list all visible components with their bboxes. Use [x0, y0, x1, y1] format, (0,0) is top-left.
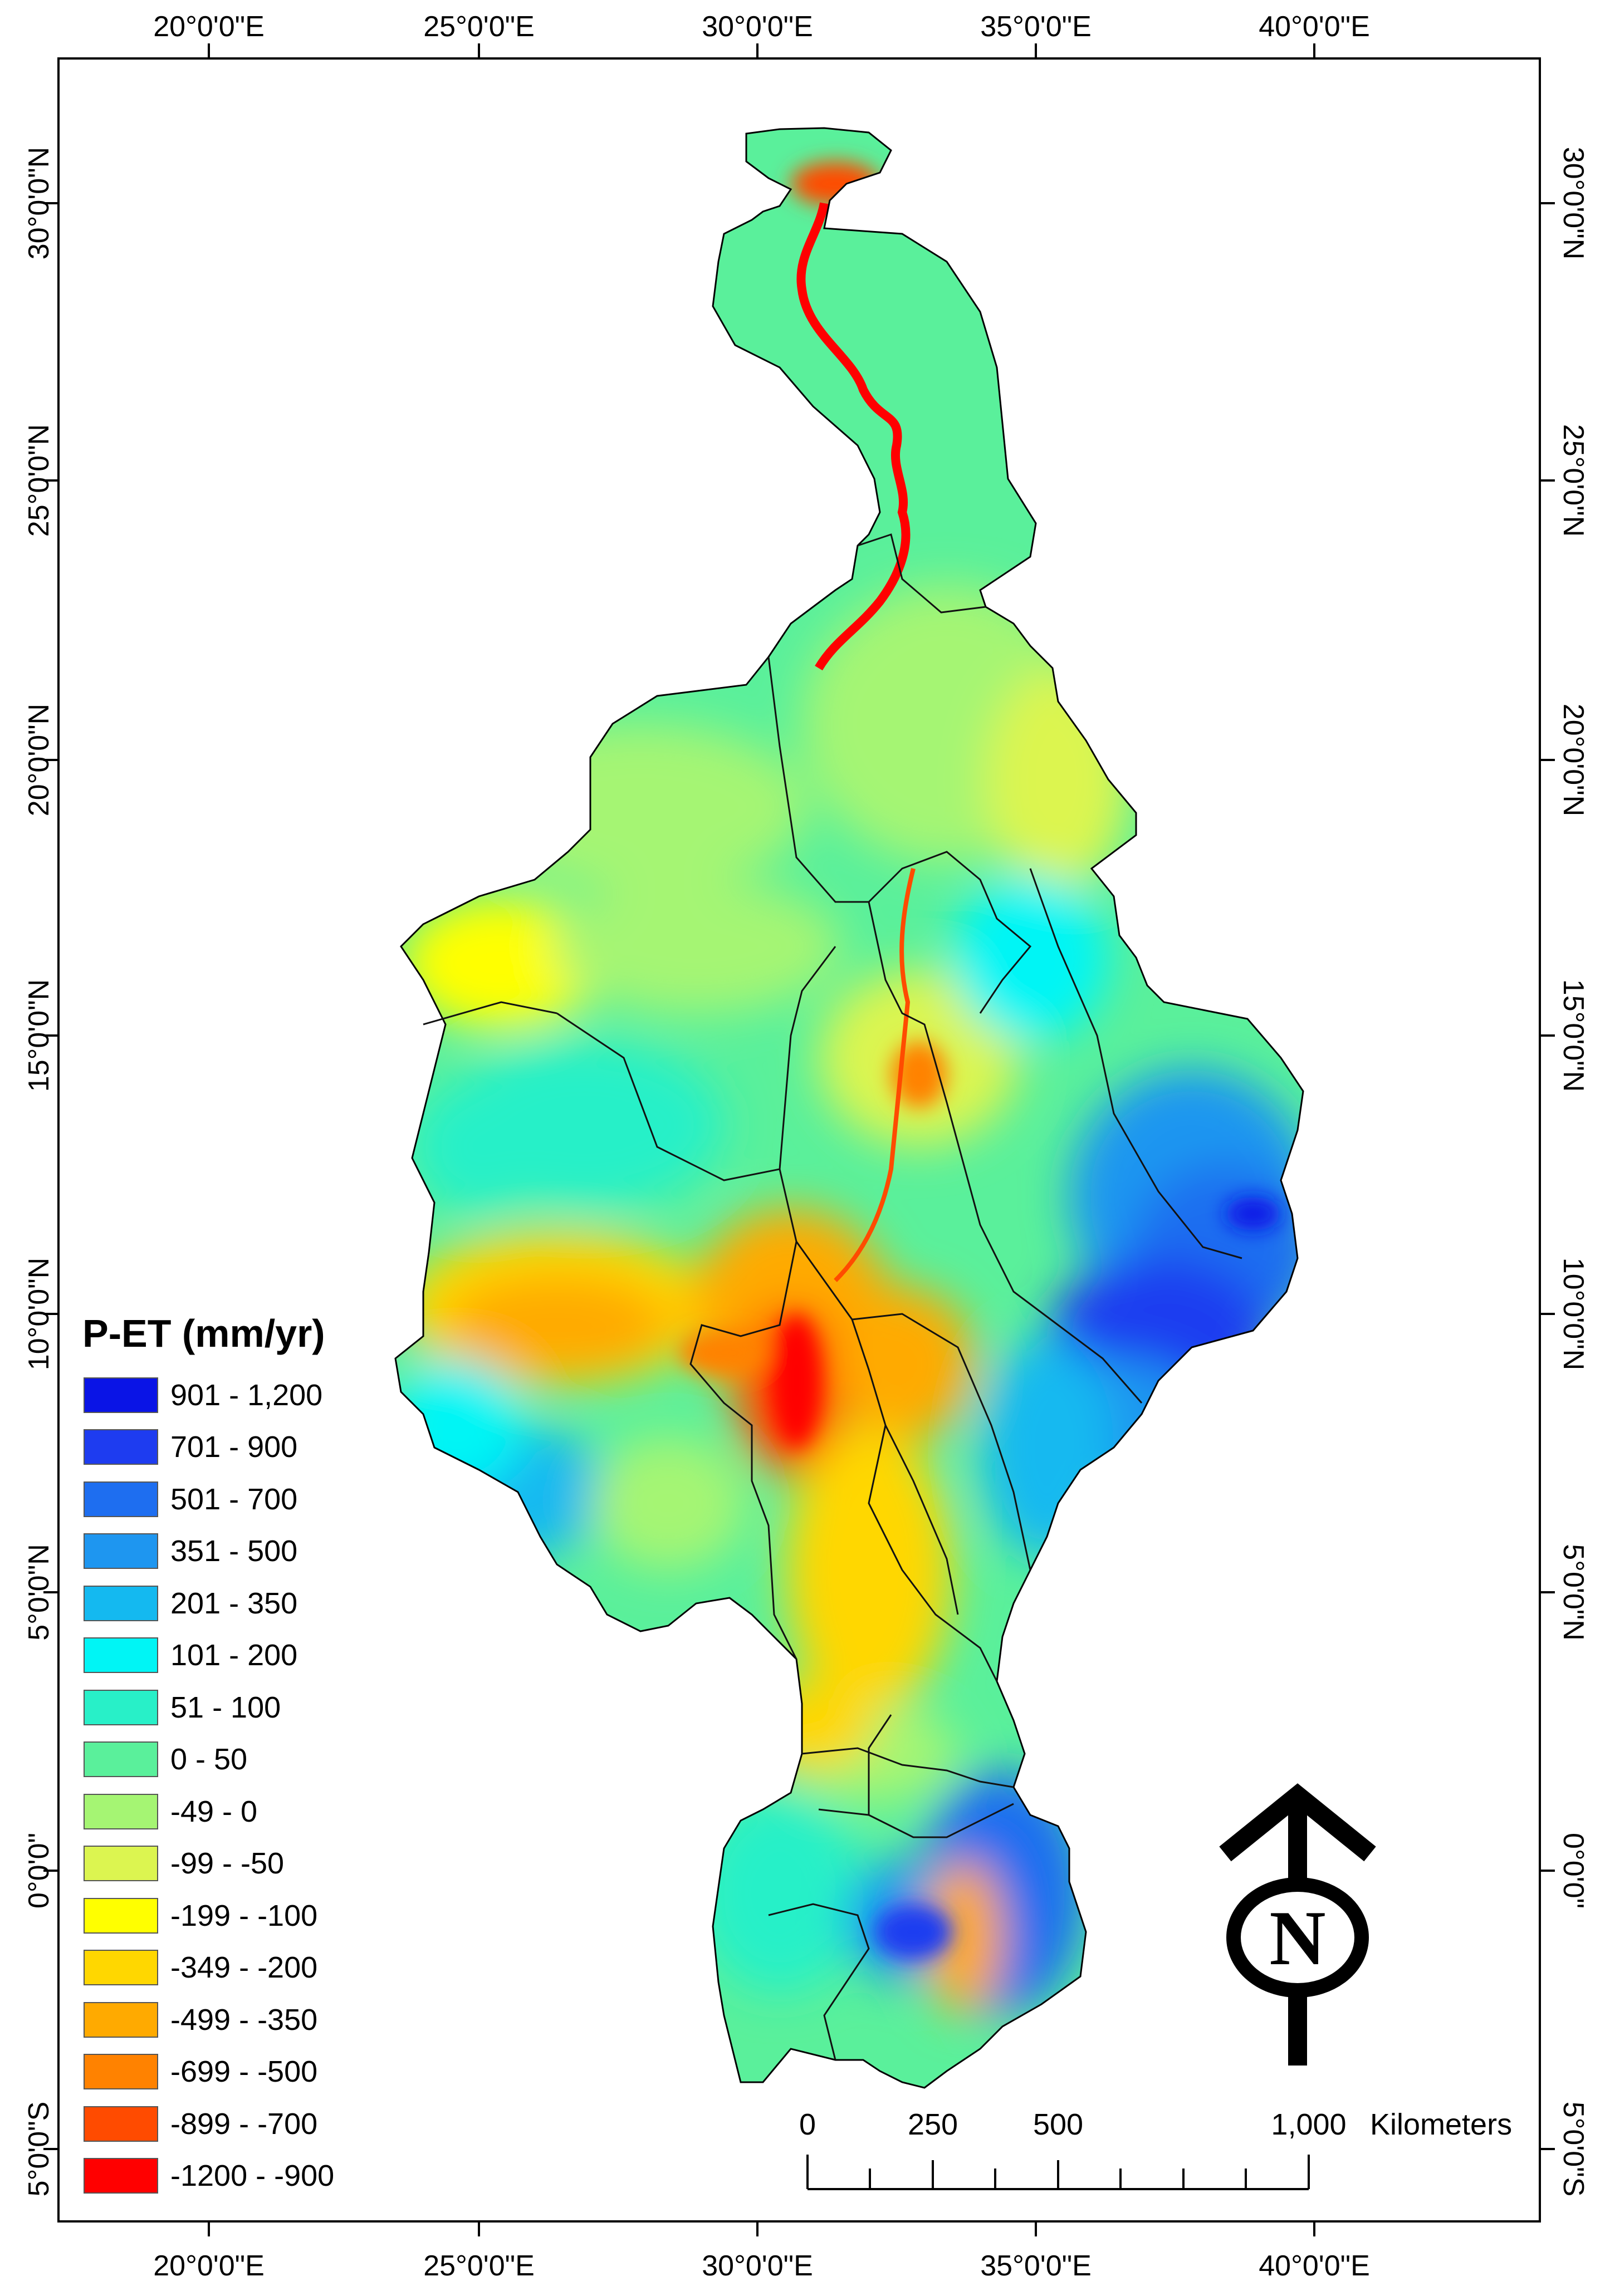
- legend-swatch: [84, 1481, 158, 1517]
- top-tick-label: 40°0'0"E: [1259, 11, 1370, 43]
- legend-item: 0 - 50: [84, 1734, 334, 1786]
- bottom-tick-label: 30°0'0"E: [702, 2250, 813, 2282]
- left-tick-label: 15°0'0"N: [23, 979, 55, 1092]
- bottom-tick-label: 25°0'0"E: [423, 2250, 535, 2282]
- legend-label: 0 - 50: [170, 1743, 248, 1777]
- legend-swatch: [84, 2158, 158, 2194]
- legend-swatch: [84, 1897, 158, 1934]
- legend: P-ET (mm/yr) 901 - 1,200 701 - 900 501 - 7…: [82, 1311, 334, 2202]
- legend-swatch: [84, 1377, 158, 1413]
- legend-label: 501 - 700: [170, 1482, 298, 1516]
- legend-items: 901 - 1,200 701 - 900 501 - 700 351 - 500 20…: [84, 1369, 334, 2202]
- right-tick-label: 20°0'0"N: [1557, 703, 1589, 817]
- legend-item: 501 - 700: [84, 1473, 334, 1525]
- legend-label: 351 - 500: [170, 1534, 298, 1568]
- legend-swatch: [84, 1741, 158, 1778]
- left-tick-label: 20°0'0"N: [23, 703, 55, 817]
- legend-label: -49 - 0: [170, 1794, 258, 1828]
- legend-swatch: [84, 1533, 158, 1569]
- river-nile: [796, 202, 911, 671]
- legend-label: -199 - -100: [170, 1898, 318, 1932]
- legend-label: -349 - -200: [170, 1951, 318, 1985]
- bottom-tick-label: 20°0'0"E: [153, 2250, 265, 2282]
- north-arrow-icon: N: [1219, 1783, 1376, 2066]
- legend-item: 901 - 1,200: [84, 1369, 334, 1421]
- legend-label: -1200 - -900: [170, 2159, 335, 2193]
- right-tick-label: 30°0'0"N: [1557, 146, 1589, 260]
- left-tick-label: 5°0'0"S: [23, 2101, 55, 2197]
- right-tick-label: 0°0'0": [1557, 1833, 1589, 1909]
- scale-bar: [806, 2155, 1310, 2190]
- legend-item: -349 - -200: [84, 1942, 334, 1994]
- legend-item: -499 - -350: [84, 1994, 334, 2046]
- top-tick-label: 35°0'0"E: [980, 11, 1092, 43]
- legend-swatch: [84, 1585, 158, 1621]
- legend-item: -49 - 0: [84, 1785, 334, 1838]
- legend-label: -699 - -500: [170, 2055, 318, 2089]
- scale-label-500: 500: [1033, 2108, 1084, 2141]
- left-tick-label: 25°0'0"N: [23, 424, 55, 537]
- legend-item: 201 - 350: [84, 1577, 334, 1630]
- legend-label: -499 - -350: [170, 2003, 318, 2037]
- scale-label-0: 0: [799, 2108, 816, 2141]
- legend-item: -1200 - -900: [84, 2150, 334, 2202]
- legend-item: -899 - -700: [84, 2098, 334, 2150]
- top-tick-label: 30°0'0"E: [702, 11, 813, 43]
- legend-item: 51 - 100: [84, 1681, 334, 1734]
- legend-label: 201 - 350: [170, 1586, 298, 1620]
- legend-item: 101 - 200: [84, 1630, 334, 1682]
- legend-label: 901 - 1,200: [170, 1378, 323, 1412]
- right-tick-label: 10°0'0"N: [1557, 1257, 1589, 1371]
- left-tick-label: 5°0'0"N: [23, 1544, 55, 1641]
- legend-item: -99 - -50: [84, 1838, 334, 1890]
- legend-swatch: [84, 2001, 158, 2038]
- top-tick-label: 20°0'0"E: [153, 11, 265, 43]
- legend-label: 101 - 200: [170, 1638, 298, 1672]
- legend-item: -199 - -100: [84, 1890, 334, 1942]
- scale-label-1000: 1,000: [1271, 2108, 1347, 2141]
- legend-swatch: [84, 1950, 158, 1986]
- legend-item: 701 - 900: [84, 1421, 334, 1474]
- top-tick-label: 25°0'0"E: [423, 11, 535, 43]
- sub-basin-boundaries: [423, 533, 1242, 2060]
- legend-label: -899 - -700: [170, 2107, 318, 2141]
- left-tick-label: 10°0'0"N: [23, 1257, 55, 1371]
- right-tick-label: 5°0'0"S: [1557, 2101, 1589, 2197]
- left-tick-label: 30°0'0"N: [23, 146, 55, 260]
- bottom-tick-label: 40°0'0"E: [1259, 2250, 1370, 2282]
- right-tick-label: 15°0'0"N: [1557, 979, 1589, 1092]
- legend-item: -699 - -500: [84, 2046, 334, 2098]
- bottom-tick-label: 35°0'0"E: [980, 2250, 1092, 2282]
- legend-swatch: [84, 1793, 158, 1829]
- legend-swatch: [84, 2054, 158, 2090]
- right-tick-label: 5°0'0"N: [1557, 1544, 1589, 1641]
- legend-swatch: [84, 1429, 158, 1465]
- right-tick-label: 25°0'0"N: [1557, 424, 1589, 537]
- legend-title: P-ET (mm/yr): [82, 1312, 325, 1355]
- legend-swatch: [84, 2106, 158, 2142]
- north-arrow-letter: N: [1269, 1895, 1325, 1981]
- left-tick-label: 0°0'0": [23, 1833, 55, 1909]
- legend-swatch: [84, 1637, 158, 1674]
- scale-label-250: 250: [907, 2108, 958, 2141]
- scale-unit: Kilometers: [1370, 2108, 1513, 2141]
- legend-label: 701 - 900: [170, 1430, 298, 1464]
- legend-label: 51 - 100: [170, 1690, 281, 1724]
- legend-swatch: [84, 1846, 158, 1882]
- legend-item: 351 - 500: [84, 1525, 334, 1578]
- frame-ticks: [43, 43, 1555, 2236]
- legend-label: -99 - -50: [170, 1847, 285, 1881]
- legend-swatch: [84, 1689, 158, 1725]
